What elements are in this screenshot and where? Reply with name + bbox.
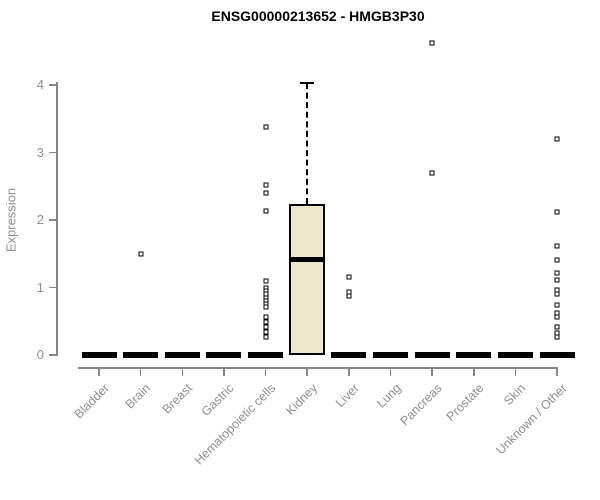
x-axis-tick [514,367,517,376]
x-tick-label: Liver [332,381,362,411]
collapsed-box [372,352,408,358]
outlier-point [263,334,269,340]
y-tick-label: 3 [36,144,44,160]
outlier-point [346,274,352,280]
x-axis-line [78,367,558,369]
outlier-point [554,243,560,249]
outlier-point [429,170,435,176]
collapsed-box [456,352,492,358]
x-axis-tick [306,367,308,376]
outlier-point [263,329,269,335]
collapsed-box [123,352,159,358]
x-axis-tick [431,367,433,376]
x-tick-label: Brain [123,381,154,412]
collapsed-box [206,352,242,358]
x-axis-tick [181,367,184,376]
outlier-point [263,182,269,188]
x-axis-tick [223,367,225,376]
y-axis-tick [49,151,56,154]
outlier-point [263,124,269,130]
collapsed-box [331,352,367,358]
y-tick-label: 0 [36,347,44,362]
outlier-point [554,257,560,263]
y-axis-tick [49,219,56,221]
y-axis-tick [49,84,56,86]
outlier-point [263,324,269,330]
x-tick-label: Kidney [283,381,321,418]
x-tick-label: Gastric [198,381,237,419]
outlier-point [346,293,352,299]
x-axis-tick [98,367,100,376]
collapsed-box [539,352,575,358]
outlier-point [263,208,269,214]
collapsed-box [164,352,200,358]
x-tick-label: Pancreas [397,381,446,429]
outlier-point [554,291,560,297]
collapsed-box [81,352,117,358]
outlier-point [554,314,560,320]
outlier-point [429,40,435,46]
x-axis-tick [389,367,392,376]
x-tick-label: Skin [501,381,529,409]
y-axis-tick [49,286,56,289]
x-tick-label: Prostate [443,381,487,424]
x-tick-label: Bladder [71,381,112,422]
outlier-point [554,270,560,276]
whisker-line [306,82,309,204]
outlier-point [554,136,560,142]
y-axis-line [56,82,58,356]
median-line [289,256,326,262]
outlier-point [263,314,269,320]
y-tick-label: 1 [36,279,44,295]
outlier-point [554,334,560,340]
collapsed-box [497,352,533,358]
collapsed-box [248,352,284,358]
outlier-point [263,278,269,284]
y-tick-label: 2 [36,212,44,227]
x-tick-label: Breast [159,381,196,417]
outlier-point [554,302,560,308]
outlier-point [263,304,269,310]
outlier-point [554,209,560,215]
x-axis-tick [264,367,267,376]
y-axis-tick [49,354,56,356]
outlier-point [263,319,269,325]
x-tick-label: Lung [373,381,404,411]
box-iqr [289,203,326,355]
collapsed-box [414,352,450,358]
x-tick-label: Hematopoietic cells [191,381,279,468]
x-axis-tick [139,367,142,376]
x-axis-tick [348,367,350,376]
x-axis-tick [556,367,558,376]
outlier-point [263,190,269,196]
x-axis-tick [473,367,475,376]
outlier-point [138,251,144,257]
whisker-cap [300,81,315,85]
outlier-point [554,324,560,330]
outlier-point [554,330,560,336]
outlier-point [554,277,560,283]
chart-title: ENSG00000213652 - HMGB3P30 [211,8,425,24]
y-tick-label: 4 [36,77,44,92]
